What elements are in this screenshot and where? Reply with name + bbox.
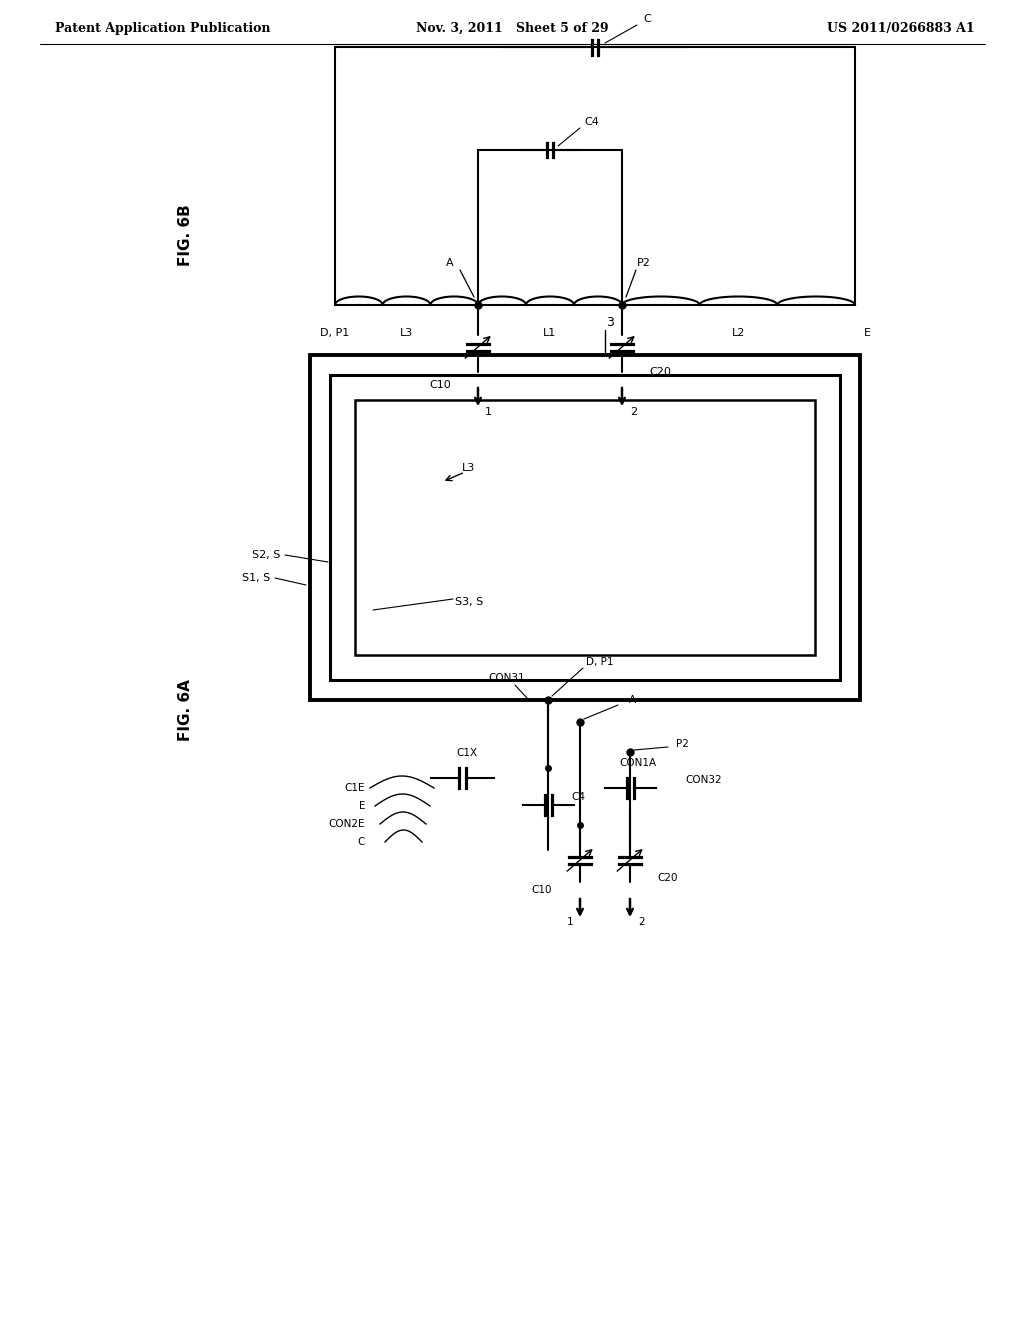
Text: CON2E: CON2E bbox=[329, 818, 365, 829]
Text: C4: C4 bbox=[585, 117, 599, 127]
Text: A: A bbox=[446, 257, 454, 268]
Text: Nov. 3, 2011   Sheet 5 of 29: Nov. 3, 2011 Sheet 5 of 29 bbox=[416, 22, 608, 36]
Text: L3: L3 bbox=[400, 327, 413, 338]
Text: 2: 2 bbox=[631, 407, 638, 417]
Text: CON1A: CON1A bbox=[620, 758, 656, 768]
Text: C1E: C1E bbox=[344, 783, 365, 793]
Text: CON31: CON31 bbox=[488, 673, 525, 682]
Text: US 2011/0266883 A1: US 2011/0266883 A1 bbox=[827, 22, 975, 36]
Text: A: A bbox=[629, 696, 636, 705]
Text: E: E bbox=[863, 327, 870, 338]
Text: C: C bbox=[357, 837, 365, 847]
Text: L3: L3 bbox=[462, 463, 475, 473]
Text: FIG. 6B: FIG. 6B bbox=[177, 205, 193, 265]
Text: L1: L1 bbox=[544, 327, 557, 338]
Text: C20: C20 bbox=[649, 367, 671, 378]
Text: E: E bbox=[358, 801, 365, 810]
Text: 1: 1 bbox=[484, 407, 492, 417]
Text: 1: 1 bbox=[566, 917, 573, 927]
Text: C10: C10 bbox=[429, 380, 451, 389]
Bar bbox=[310, 355, 860, 700]
Text: 2: 2 bbox=[639, 917, 645, 927]
Text: C20: C20 bbox=[657, 873, 678, 883]
Bar bbox=[330, 375, 840, 680]
Text: C1X: C1X bbox=[457, 748, 477, 758]
Text: C: C bbox=[643, 15, 651, 24]
Text: P2: P2 bbox=[637, 257, 651, 268]
Text: Patent Application Publication: Patent Application Publication bbox=[55, 22, 270, 36]
Text: P2: P2 bbox=[676, 739, 688, 748]
Bar bbox=[355, 400, 815, 655]
Text: S1, S: S1, S bbox=[242, 573, 270, 583]
Text: CON32: CON32 bbox=[685, 775, 722, 785]
Text: C4: C4 bbox=[571, 792, 585, 803]
Text: S2, S: S2, S bbox=[252, 550, 280, 560]
Text: FIG. 6A: FIG. 6A bbox=[177, 678, 193, 741]
Text: S3, S: S3, S bbox=[455, 597, 483, 607]
Text: C10: C10 bbox=[531, 884, 552, 895]
Text: D, P1: D, P1 bbox=[587, 657, 613, 667]
Text: D, P1: D, P1 bbox=[321, 327, 349, 338]
Text: 3: 3 bbox=[606, 317, 614, 330]
Text: L2: L2 bbox=[732, 327, 745, 338]
